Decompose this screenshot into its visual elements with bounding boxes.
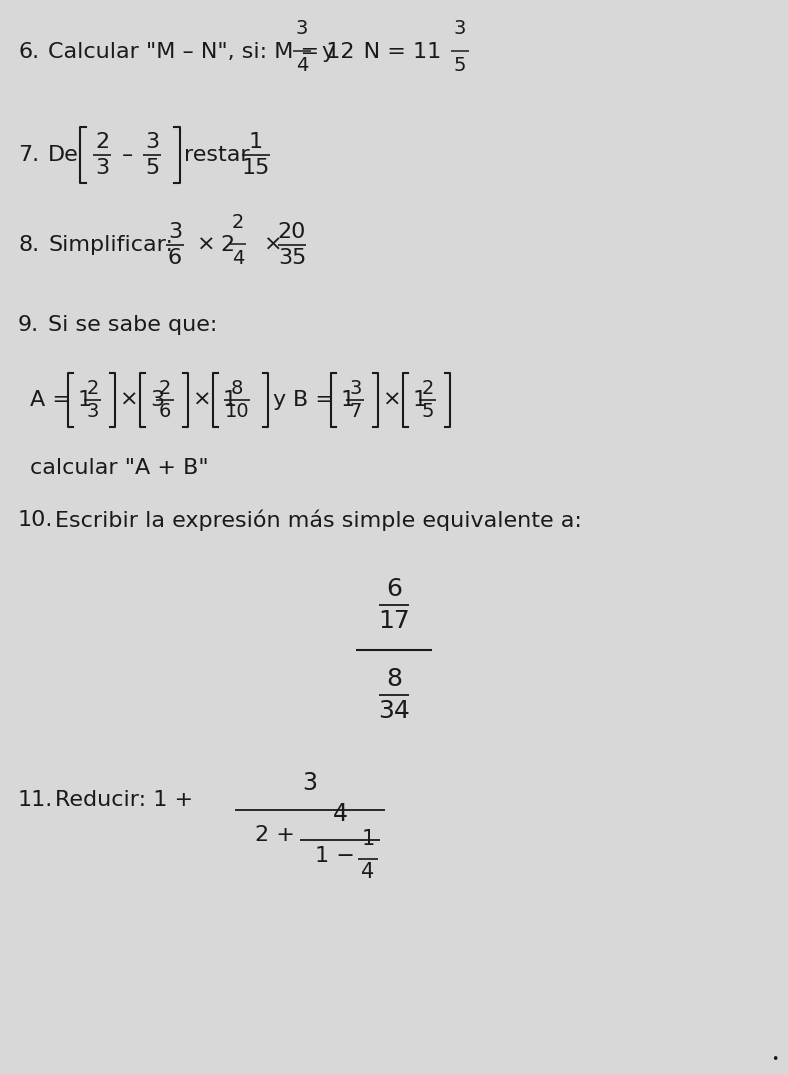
Text: 17: 17 [378, 609, 410, 633]
Text: 8.: 8. [18, 235, 39, 255]
Text: ×: × [264, 235, 283, 255]
Text: ×: × [197, 235, 216, 255]
Text: 2: 2 [232, 213, 244, 232]
Text: restar: restar [184, 145, 250, 165]
Text: 1: 1 [340, 390, 355, 410]
Text: 15: 15 [242, 158, 270, 178]
Text: ×: × [383, 390, 402, 410]
Text: Reducir: 1 +: Reducir: 1 + [55, 790, 193, 810]
Text: 5: 5 [454, 56, 466, 75]
Text: 3: 3 [303, 771, 318, 795]
Text: 3: 3 [151, 390, 165, 410]
Text: 3: 3 [168, 222, 182, 242]
Text: 3: 3 [145, 132, 159, 153]
Text: 2: 2 [422, 379, 433, 398]
Text: 10.: 10. [18, 510, 54, 529]
Text: 5: 5 [422, 402, 433, 421]
Text: 4: 4 [333, 802, 348, 826]
Text: 11.: 11. [18, 790, 54, 810]
Text: 1: 1 [413, 390, 427, 410]
Text: 4: 4 [296, 56, 308, 75]
Text: 1: 1 [222, 390, 236, 410]
Text: Calcular "M – N", si: M = 12: Calcular "M – N", si: M = 12 [48, 42, 355, 62]
Text: –: – [122, 145, 133, 165]
Text: 6: 6 [158, 402, 171, 421]
Text: 2: 2 [220, 235, 234, 255]
Text: 2: 2 [95, 132, 109, 153]
Text: 8: 8 [231, 379, 243, 398]
Text: Simplificar:: Simplificar: [48, 235, 173, 255]
Text: 20: 20 [278, 222, 307, 242]
Text: B =: B = [292, 390, 340, 410]
Text: 3: 3 [95, 158, 109, 178]
Text: Escribir la expresión más simple equivalente a:: Escribir la expresión más simple equival… [55, 509, 582, 531]
Text: y    N = 11: y N = 11 [322, 42, 441, 62]
Text: 6: 6 [386, 577, 402, 601]
Text: •: • [771, 1054, 779, 1066]
Text: 3: 3 [454, 19, 466, 38]
Text: 1 −: 1 − [315, 846, 355, 866]
Text: 7: 7 [349, 402, 362, 421]
Text: 6.: 6. [18, 42, 39, 62]
Text: 5: 5 [145, 158, 159, 178]
Text: 35: 35 [278, 248, 307, 268]
Text: 34: 34 [378, 699, 410, 723]
Text: 1: 1 [249, 132, 263, 153]
Text: y: y [273, 390, 286, 410]
Text: 2: 2 [87, 379, 98, 398]
Text: 4: 4 [362, 862, 374, 882]
Text: ×: × [192, 390, 211, 410]
Text: A =: A = [30, 390, 78, 410]
Text: Si se sabe que:: Si se sabe que: [48, 315, 217, 335]
Text: 1: 1 [78, 390, 92, 410]
Text: 9.: 9. [18, 315, 39, 335]
Text: 6: 6 [168, 248, 182, 268]
Text: 3: 3 [296, 19, 308, 38]
Text: 3: 3 [87, 402, 98, 421]
Text: calcular "A + B": calcular "A + B" [30, 458, 209, 478]
Text: 10: 10 [225, 402, 250, 421]
Text: De: De [48, 145, 79, 165]
Text: 2 +: 2 + [255, 825, 295, 845]
Text: ×: × [121, 390, 139, 410]
Text: 3: 3 [349, 379, 362, 398]
Text: 8: 8 [386, 667, 402, 691]
Text: 1: 1 [362, 829, 374, 850]
Text: 2: 2 [158, 379, 171, 398]
Text: 7.: 7. [18, 145, 39, 165]
Text: 4: 4 [232, 249, 244, 268]
